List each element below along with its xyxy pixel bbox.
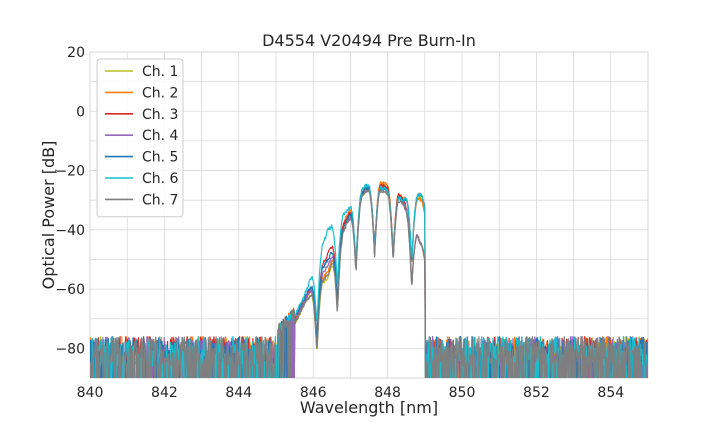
x-tick-label: 844 — [225, 385, 252, 401]
x-tick-label: 846 — [300, 385, 327, 401]
x-tick-label: 840 — [77, 385, 104, 401]
axis-ticks: 840 842 844 846 848 850 852 854 20 0 −20 −40 −60 −80 — [55, 45, 624, 401]
x-tick-label: 848 — [374, 385, 401, 401]
y-tick-label: 0 — [76, 104, 85, 120]
legend-label: Ch. 7 — [142, 192, 178, 208]
legend-label: Ch. 5 — [142, 150, 178, 166]
chart-title: D4554 V20494 Pre Burn-In — [262, 31, 476, 50]
series-line-ch-6 — [90, 183, 648, 378]
y-tick-label: 20 — [67, 45, 85, 61]
legend-label: Ch. 3 — [142, 107, 178, 123]
legend-label: Ch. 2 — [142, 85, 178, 101]
y-tick-label: −60 — [55, 282, 85, 298]
x-tick-label: 852 — [523, 385, 550, 401]
series-line-ch-7 — [90, 189, 648, 378]
series-lines — [90, 181, 648, 378]
x-axis-label: Wavelength [nm] — [300, 398, 438, 417]
y-tick-label: −80 — [55, 341, 85, 357]
y-tick-label: −20 — [55, 164, 85, 180]
legend-label: Ch. 1 — [142, 64, 178, 80]
x-tick-label: 854 — [597, 385, 624, 401]
x-tick-label: 842 — [151, 385, 178, 401]
legend-label: Ch. 4 — [142, 128, 179, 144]
x-tick-label: 850 — [449, 385, 476, 401]
y-axis-label: Optical Power [dB] — [39, 141, 58, 290]
y-tick-label: −40 — [55, 223, 85, 239]
legend: Ch. 1 Ch. 2 Ch. 3 Ch. 4 Ch. 5 Ch. 6 Ch. 7 — [96, 58, 184, 218]
legend-label: Ch. 6 — [142, 171, 179, 187]
